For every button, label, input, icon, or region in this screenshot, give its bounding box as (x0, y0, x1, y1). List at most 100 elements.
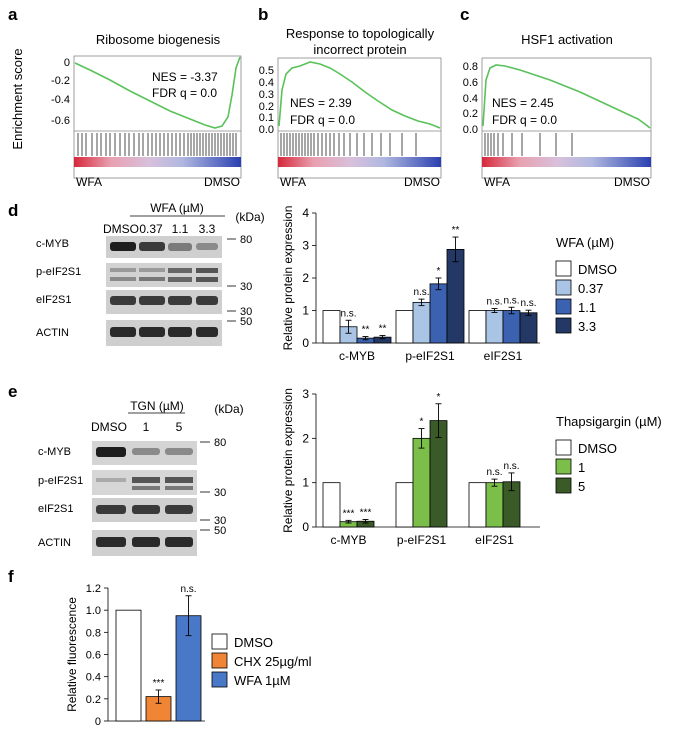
ytick-label: 0.5 (259, 65, 274, 77)
blot-lane-label: 0.37 (139, 222, 163, 236)
bar (485, 482, 504, 528)
y-axis-label: Relative protein expression (281, 388, 295, 533)
significance-label: ** (452, 225, 460, 236)
y-axis-label: Relative protein expression (281, 206, 295, 351)
enrichment-curve (278, 61, 441, 129)
gsea-ylabel: Enrichment score (10, 48, 25, 149)
significance-label: n.s. (413, 287, 429, 298)
bar (502, 310, 521, 344)
panel-letter-e: e (8, 382, 17, 401)
panel-letter-c: c (460, 5, 469, 24)
bar (429, 283, 448, 344)
significance-label: n.s. (486, 467, 502, 478)
legend-swatch (555, 458, 572, 475)
significance-label: n.s. (340, 308, 356, 319)
bar (485, 310, 504, 344)
gsea-left-label: WFA (484, 175, 510, 189)
blot-row-label: c-MYB (36, 238, 69, 250)
ytick-label: 0.0 (463, 124, 478, 136)
blot-row-label: eIF2S1 (36, 294, 71, 306)
blot-kda-label: (kDa) (235, 210, 264, 224)
legend-swatch (555, 477, 572, 494)
legend-label: DMSO (578, 262, 617, 277)
significance-label: ** (379, 324, 387, 335)
significance-label: *** (343, 508, 355, 519)
panel-letter-f: f (8, 567, 14, 586)
ytick-label: -0.6 (51, 115, 70, 127)
fdr-label: FDR q = 0.0 (290, 113, 355, 127)
x-tick-label: c-MYB (331, 533, 367, 547)
legend-label: CHX 25µg/ml (234, 654, 312, 669)
legend-title: WFA (µM) (556, 235, 614, 250)
blot-marker: 80 (240, 234, 252, 246)
significance-label: n.s. (180, 584, 196, 595)
blot-row-label: ACTIN (38, 537, 71, 549)
y-tick-label: 2 (302, 271, 309, 285)
legend-label: WFA 1µM (234, 673, 291, 688)
y-tick-label: 1.0 (86, 605, 101, 617)
significance-label: *** (360, 507, 372, 518)
gsea-right-label: DMSO (614, 175, 650, 189)
gsea-title: incorrect protein (313, 42, 406, 57)
blot-strip (106, 263, 222, 287)
legend-label: 3.3 (578, 319, 596, 334)
gsea-left-label: WFA (280, 175, 306, 189)
gsea-ytick-labels: 0 -0.2 -0.4 -0.6 (51, 57, 70, 127)
y-tick-label: 1 (302, 304, 309, 318)
nes-label: NES = 2.39 (290, 96, 352, 110)
legend-swatch (555, 439, 572, 456)
panel-letter-b: b (258, 5, 268, 24)
legend-swatch (555, 279, 572, 296)
y-tick-label: 2 (302, 431, 309, 445)
enrichment-curve (74, 56, 241, 129)
x-tick-label: p-eIF2S1 (405, 349, 455, 363)
blot-row-label: p-eIF2S1 (38, 475, 83, 487)
y-tick-label: 0 (302, 336, 309, 350)
nes-label: NES = -3.37 (152, 70, 218, 84)
legend-label: 0.37 (578, 281, 603, 296)
ytick-label: 0.6 (463, 77, 478, 89)
y-tick-label: 0.8 (86, 627, 101, 639)
y-tick-label: 0 (302, 520, 309, 534)
ytick-label: -0.4 (51, 94, 70, 106)
legend-label: DMSO (234, 635, 273, 650)
blot-marker: 50 (240, 316, 252, 328)
significance-label: n.s. (520, 298, 536, 309)
y-tick-label: 0.4 (86, 672, 101, 684)
legend-title: Thapsigargin (µM) (556, 414, 662, 429)
blot-row-label: eIF2S1 (38, 503, 73, 515)
bar (468, 482, 487, 528)
gsea-panel-c: HSF1 activation 0.8 0.6 0.4 0.2 0.0 NES … (463, 32, 652, 189)
y-tick-label: 1 (302, 476, 309, 490)
bar-chart-thapsigargin: 0 1 2 3 Relative protein expression *** *** c-M… (281, 387, 662, 547)
legend-label: DMSO (578, 441, 617, 456)
legend-swatch (211, 633, 228, 650)
gene-hit-ticks (484, 133, 573, 156)
ytick-label: 0.3 (259, 89, 274, 101)
blot-marker: 30 (240, 281, 252, 293)
bar (395, 310, 414, 344)
blot-marker: 30 (214, 515, 226, 527)
blot-marker: 30 (214, 487, 226, 499)
bar (446, 248, 465, 344)
blot-marker: 80 (214, 437, 226, 449)
y-axis-label: Relative fluorescence (65, 597, 79, 712)
gsea-plot-frame (481, 57, 652, 179)
x-tick-label: c-MYB (339, 349, 375, 363)
x-tick-label: eIF2S1 (484, 349, 523, 363)
blot-lane-label: DMSO (91, 420, 127, 434)
legend-label: 1 (578, 460, 585, 475)
blot-row-label: p-eIF2S1 (36, 266, 81, 278)
y-tick-label: 0 (95, 716, 101, 728)
significance-label: ** (362, 325, 370, 336)
significance-label: n.s. (486, 297, 502, 308)
nes-label: NES = 2.45 (492, 96, 554, 110)
gsea-plot-frame (277, 57, 442, 179)
gsea-title: HSF1 activation (521, 32, 613, 47)
significance-label: *** (153, 678, 165, 689)
bar (322, 482, 341, 528)
blot-treatment-label: TGN (µM) (130, 399, 184, 413)
y-tick-label: 3 (302, 239, 309, 253)
